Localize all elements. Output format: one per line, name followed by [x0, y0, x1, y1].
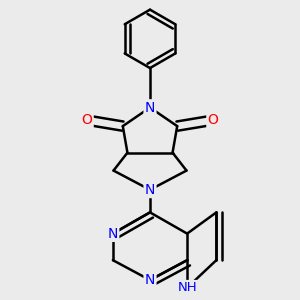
Text: N: N: [145, 183, 155, 197]
Text: NH: NH: [177, 281, 197, 294]
Text: O: O: [208, 113, 218, 127]
Text: N: N: [145, 273, 155, 287]
Text: N: N: [108, 226, 118, 241]
Text: O: O: [82, 113, 92, 127]
Text: N: N: [145, 100, 155, 115]
